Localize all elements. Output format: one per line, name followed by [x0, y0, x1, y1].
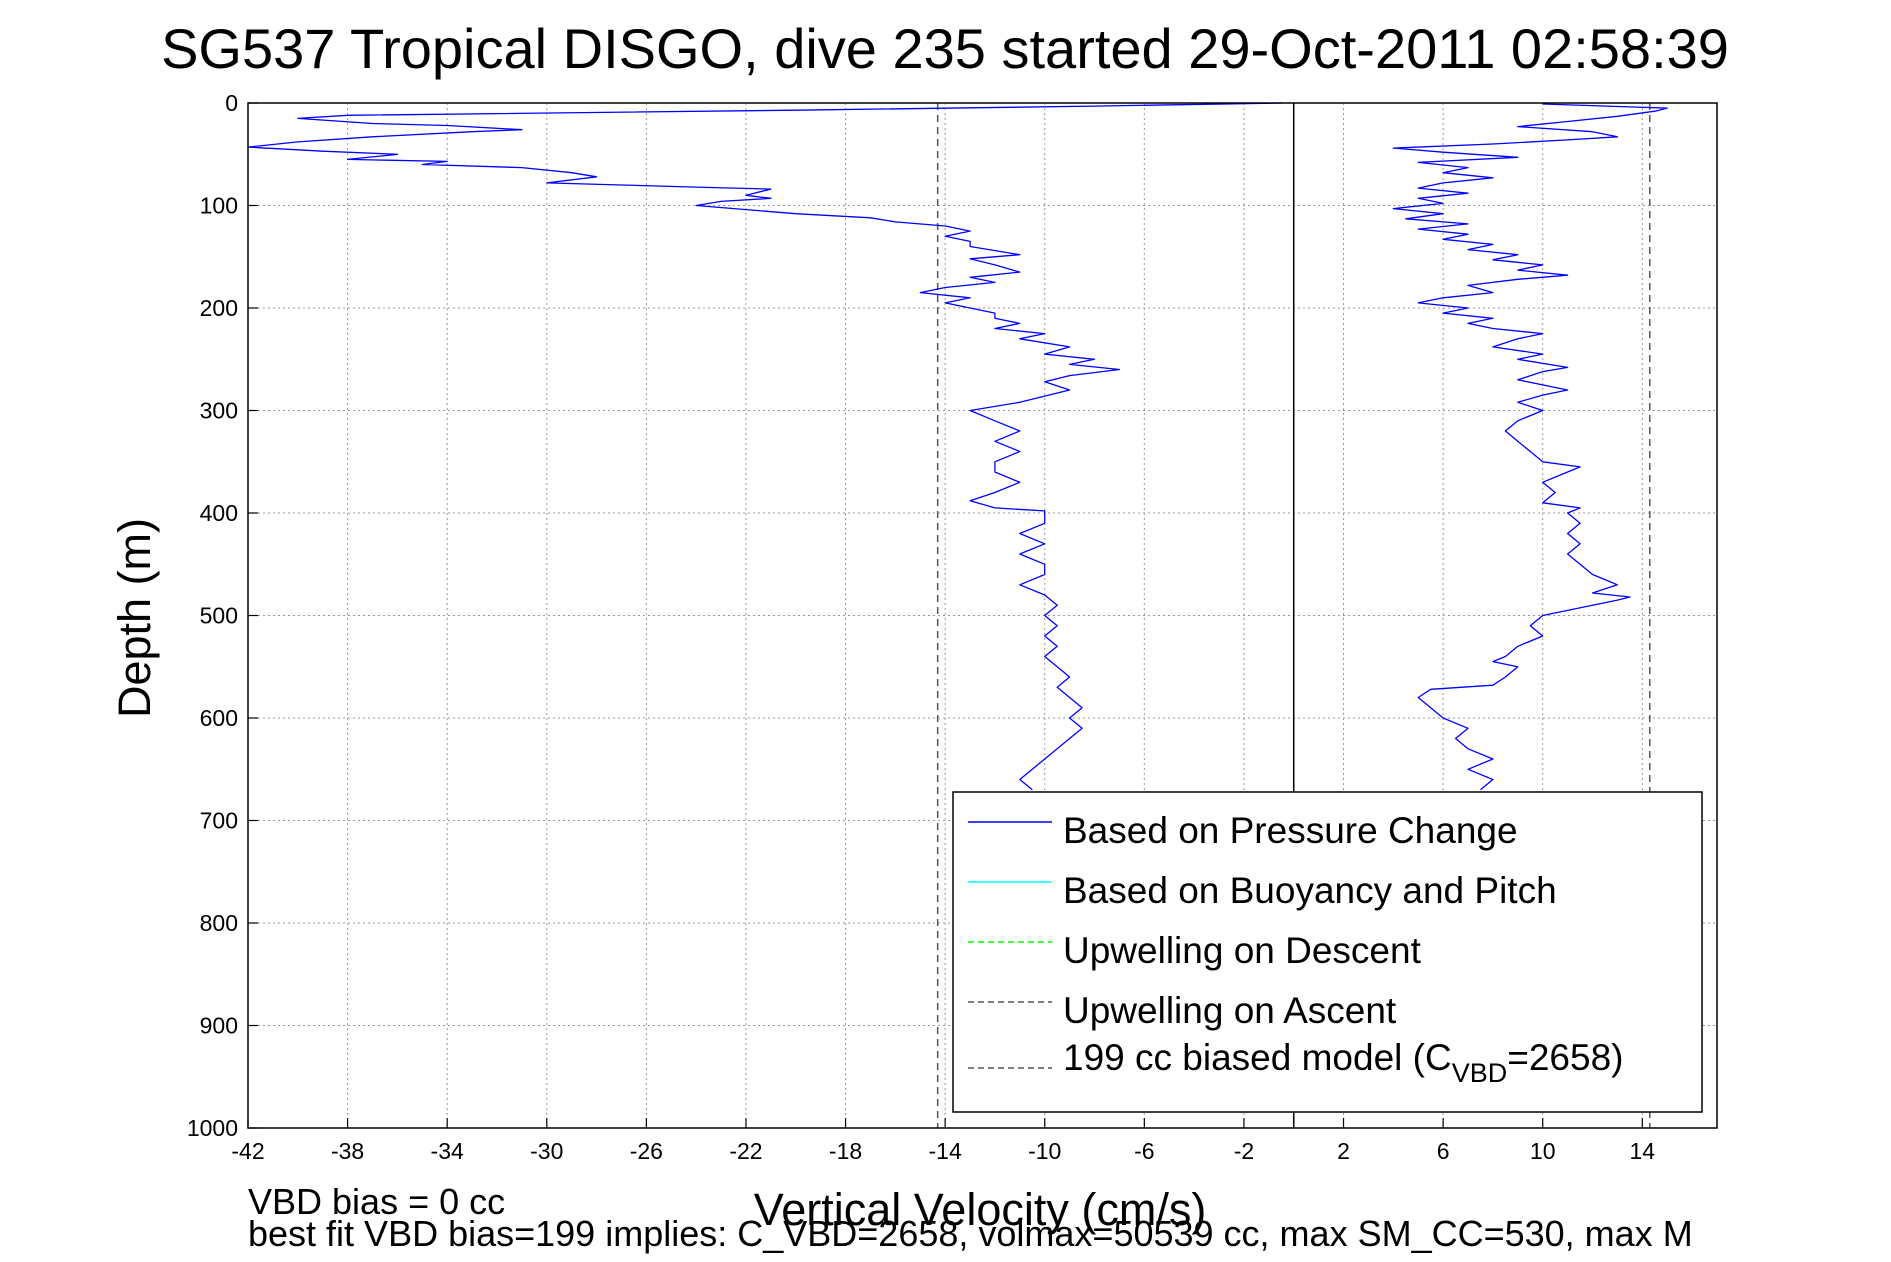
x-tick-label: -34	[431, 1138, 464, 1164]
x-tick-label: 14	[1630, 1138, 1656, 1164]
x-tick-label: -26	[630, 1138, 663, 1164]
y-axis-label: Depth (m)	[109, 518, 160, 718]
footer-line-2: best fit VBD bias=199 implies: C_VBD=265…	[248, 1213, 1693, 1254]
x-tick-label: -6	[1134, 1138, 1154, 1164]
series-group	[247, 102, 1668, 791]
x-tick-label: 6	[1437, 1138, 1450, 1164]
legend-label-descent: Upwelling on Descent	[1063, 930, 1422, 971]
y-tick-label: 1000	[187, 1115, 238, 1141]
y-tick-label: 900	[200, 1013, 238, 1039]
series-line-ascent	[1392, 103, 1668, 791]
x-tick-label: -2	[1234, 1138, 1254, 1164]
y-tick-label: 700	[200, 808, 238, 834]
x-tick-label: -18	[829, 1138, 862, 1164]
y-tick-label: 600	[200, 705, 238, 731]
x-tick-label: -10	[1028, 1138, 1061, 1164]
y-tick-label: 0	[225, 90, 238, 116]
x-tick-label: 10	[1530, 1138, 1556, 1164]
x-tick-label: -42	[231, 1138, 264, 1164]
tick-labels: -42 -38 -34 -30 -26 -22 -18 -14 -10 -6 -2 2 6 10 14010…	[187, 90, 1655, 1164]
y-tick-label: 100	[200, 193, 238, 219]
plot-frame	[247, 102, 1718, 1129]
x-tick-label: 2	[1337, 1138, 1350, 1164]
x-tick-label: -22	[729, 1138, 762, 1164]
series-line-descent	[247, 102, 1282, 791]
legend-label-ascent: Upwelling on Ascent	[1063, 990, 1397, 1031]
y-tick-label: 400	[200, 500, 238, 526]
x-tick-label: -14	[929, 1138, 962, 1164]
grid	[247, 102, 1717, 1129]
footer-line-1: VBD bias = 0 cc	[248, 1181, 505, 1222]
y-tick-label: 200	[200, 295, 238, 321]
x-tick-label: -30	[530, 1138, 563, 1164]
y-tick-label: 500	[200, 603, 238, 629]
legend-label-buoyancy: Based on Buoyancy and Pitch	[1063, 870, 1557, 911]
x-tick-label: -38	[331, 1138, 364, 1164]
chart-title: SG537 Tropical DISGO, dive 235 started 2…	[161, 17, 1729, 80]
y-tick-label: 800	[200, 910, 238, 936]
legend-label-pressure: Based on Pressure Change	[1063, 810, 1518, 851]
legend-label-model: 199 cc biased model (CVBD=2658)	[1063, 1037, 1623, 1088]
y-tick-label: 300	[200, 398, 238, 424]
legend-box	[952, 791, 1703, 1113]
x-axis-label: Vertical Velocity (cm/s)	[754, 1184, 1207, 1235]
legend: Based on Pressure Change Based on Buoyan…	[952, 791, 1703, 1113]
